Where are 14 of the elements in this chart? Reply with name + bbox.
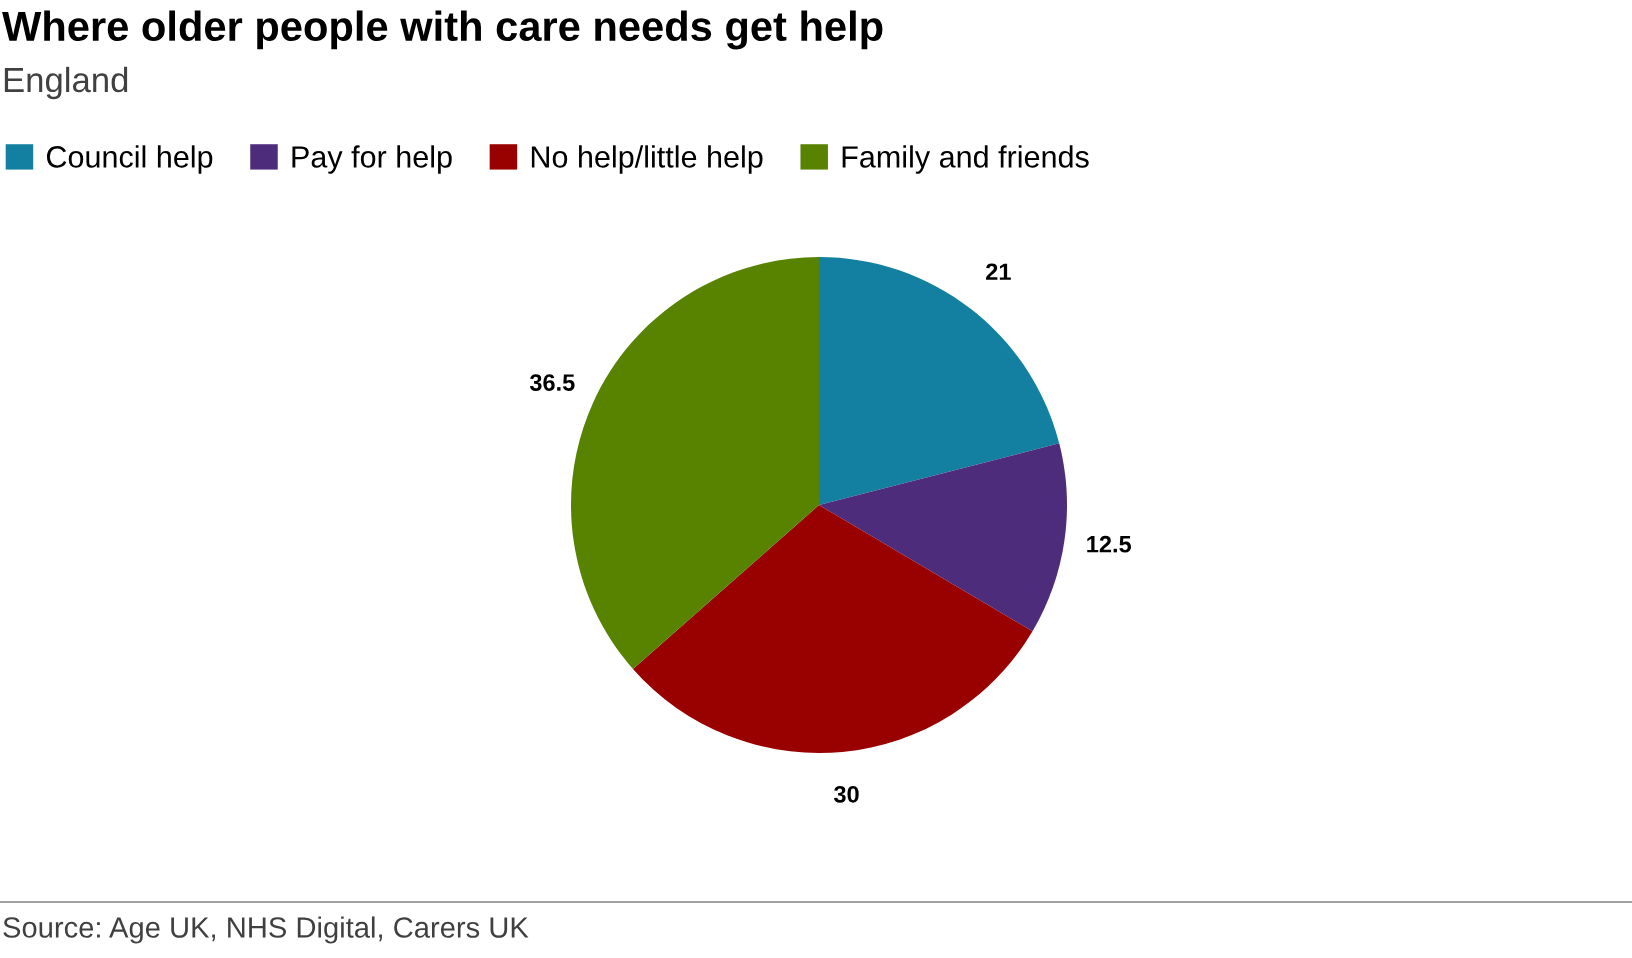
chart-subtitle: England [4, 66, 128, 100]
source-note: Source: Age UK, NHS Digital, Carers UK [3, 916, 529, 944]
legend-label: No help/little help [531, 145, 763, 174]
pie-slice [632, 505, 1033, 753]
legend-label: Council help [46, 145, 213, 174]
data-label: 21 [986, 263, 1011, 280]
pie-slice [819, 443, 1067, 632]
legend-label: Family and friends [842, 145, 1089, 174]
data-label: 30 [833, 785, 859, 803]
pie-slice [819, 257, 1060, 505]
chart-title: Where older people with care needs get help [2, 10, 883, 50]
legend-label: Pay for help [292, 145, 452, 174]
data-label: 12.5 [1087, 535, 1132, 553]
data-label: 36.5 [529, 374, 575, 391]
